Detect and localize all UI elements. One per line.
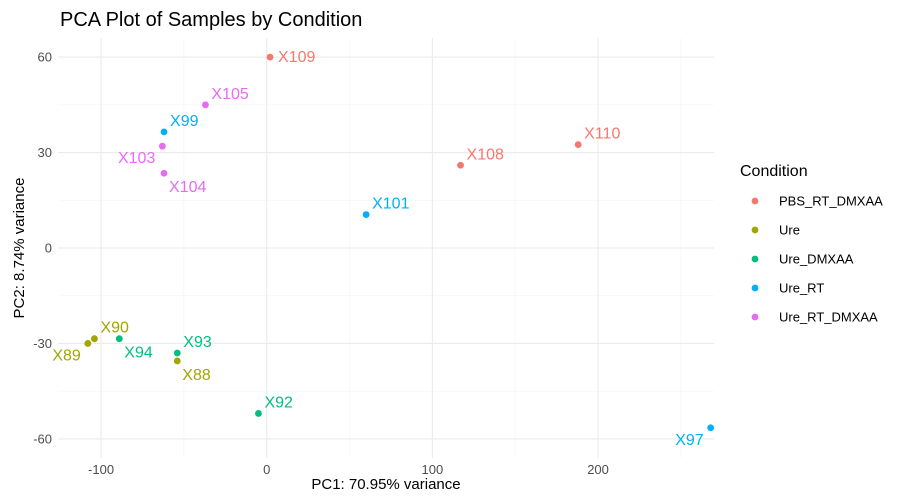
point-X89 [84, 340, 92, 347]
x-tick-label: -100 [88, 462, 114, 477]
y-tick-label: -60 [33, 431, 52, 446]
point-X93 [173, 349, 181, 357]
legend-label-PBS_RT_DMXAA: PBS_RT_DMXAA [779, 194, 883, 209]
x-tick-label: 0 [263, 462, 270, 477]
point-X104 [160, 169, 168, 177]
point-label-X108: X108 [467, 146, 504, 163]
legend-label-Ure_DMXAA: Ure_DMXAA [779, 252, 854, 267]
point-label-X109: X109 [278, 49, 315, 66]
point-label-X97: X97 [675, 432, 704, 449]
point-label-X93: X93 [183, 334, 212, 351]
point-X105 [202, 101, 209, 109]
point-X88 [173, 357, 181, 365]
point-X110 [574, 141, 582, 148]
point-label-X105: X105 [211, 86, 248, 103]
point-labels: X109 X108 X110 X89 X90 X88 X94 X93 X92 X99 X101 X97… [52, 49, 703, 449]
point-label-X94: X94 [124, 345, 153, 362]
point-X109 [266, 53, 274, 61]
x-axis-title: PC1: 70.95% variance [311, 476, 460, 493]
point-X94 [115, 335, 123, 343]
y-tick-label: 60 [38, 50, 52, 65]
point-X97 [707, 424, 715, 432]
point-X92 [255, 410, 262, 417]
x-tick-label: 100 [422, 462, 444, 477]
legend-key-PBS_RT_DMXAA [751, 197, 759, 205]
point-label-X89: X89 [52, 347, 81, 364]
legend-key-Ure_RT [751, 284, 759, 292]
chart-title: PCA Plot of Samples by Condition [60, 9, 362, 31]
point-label-X99: X99 [170, 113, 199, 130]
point-X101 [362, 211, 370, 218]
legend-label-Ure_RT_DMXAA: Ure_RT_DMXAA [779, 310, 878, 325]
legend-title: Condition [740, 163, 808, 180]
legend: Condition PBS_RT_DMXAA Ure Ure_DMXAA Ure_RT… [740, 163, 883, 325]
point-X103 [158, 142, 166, 150]
point-label-X103: X103 [118, 150, 155, 167]
y-tick-label: 0 [45, 241, 52, 256]
point-X99 [160, 128, 168, 136]
point-label-X88: X88 [182, 367, 211, 384]
axis-ticks: -100 0 100 200 -60 -30 0 30 60 [33, 50, 609, 477]
point-label-X92: X92 [264, 394, 293, 411]
y-tick-label: -30 [33, 336, 52, 351]
legend-key-Ure [751, 226, 759, 234]
point-X90 [91, 335, 98, 343]
point-label-X101: X101 [372, 196, 409, 213]
point-X108 [457, 161, 464, 169]
point-label-X104: X104 [169, 179, 206, 196]
legend-key-Ure_DMXAA [751, 255, 759, 263]
point-label-X110: X110 [584, 126, 620, 143]
legend-key-Ure_RT_DMXAA [751, 313, 759, 321]
point-label-X90: X90 [100, 320, 129, 337]
grid [58, 38, 714, 458]
data-points [84, 53, 715, 432]
x-tick-label: 200 [587, 462, 609, 477]
y-axis-title: PC2: 8.74% variance [11, 178, 28, 319]
y-tick-label: 30 [38, 145, 52, 160]
legend-label-Ure: Ure [779, 223, 800, 238]
legend-label-Ure_RT: Ure_RT [779, 281, 824, 296]
